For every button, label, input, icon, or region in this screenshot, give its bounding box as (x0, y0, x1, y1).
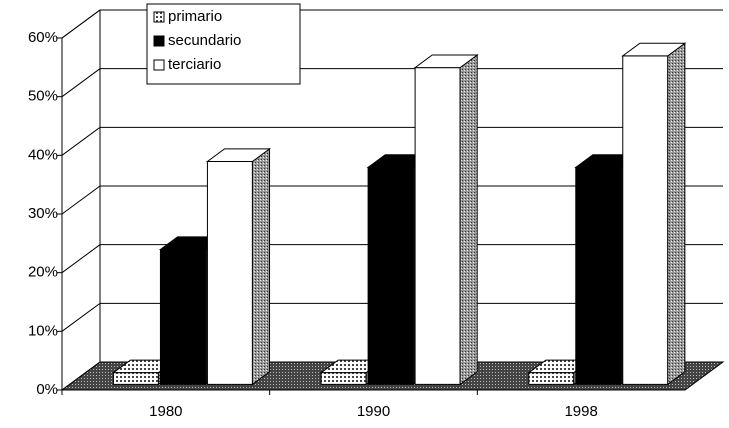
legend-label: secundario (168, 32, 241, 49)
grid-line (61, 126, 723, 156)
bar-side (251, 147, 271, 386)
bar (205, 147, 272, 386)
bar-front (206, 160, 253, 385)
x-tick-label: 1990 (357, 403, 390, 420)
bar-top (413, 54, 479, 69)
legend-box (146, 3, 301, 85)
bar-top (621, 42, 687, 57)
bar-front (414, 67, 461, 385)
legend-label: primario (168, 8, 222, 25)
y-tick-label: 40% (28, 146, 58, 163)
y-tick-label: 60% (28, 29, 58, 46)
bar-front (159, 248, 206, 385)
grid-line (61, 185, 723, 215)
y-tick-label: 30% (28, 205, 58, 222)
legend-swatch (153, 59, 165, 71)
bar-front (575, 166, 622, 385)
grid-line (61, 302, 723, 332)
bar-front (367, 166, 414, 385)
bar (621, 42, 687, 386)
y-tick-label: 50% (28, 88, 58, 105)
legend-label: terciario (168, 56, 221, 73)
bar (413, 54, 479, 386)
bar-front (528, 372, 575, 385)
y-tick-label: 20% (28, 264, 58, 281)
grid-line (61, 244, 723, 274)
x-tick-label: 1980 (149, 403, 182, 420)
bar-top (205, 148, 272, 162)
grid-line (61, 68, 723, 98)
bar-front (112, 372, 159, 385)
legend: primario secundario terciario (146, 3, 301, 85)
bar-front (622, 55, 669, 385)
bar-front (320, 372, 367, 385)
x-tick-label: 1998 (564, 403, 597, 420)
y-tick-label: 0% (36, 381, 58, 398)
legend-swatch (153, 35, 165, 47)
bar-side (667, 42, 686, 386)
legend-swatch (153, 11, 165, 23)
bar-side (459, 54, 478, 386)
y-tick-label: 10% (28, 322, 58, 339)
grid-line (61, 9, 723, 39)
